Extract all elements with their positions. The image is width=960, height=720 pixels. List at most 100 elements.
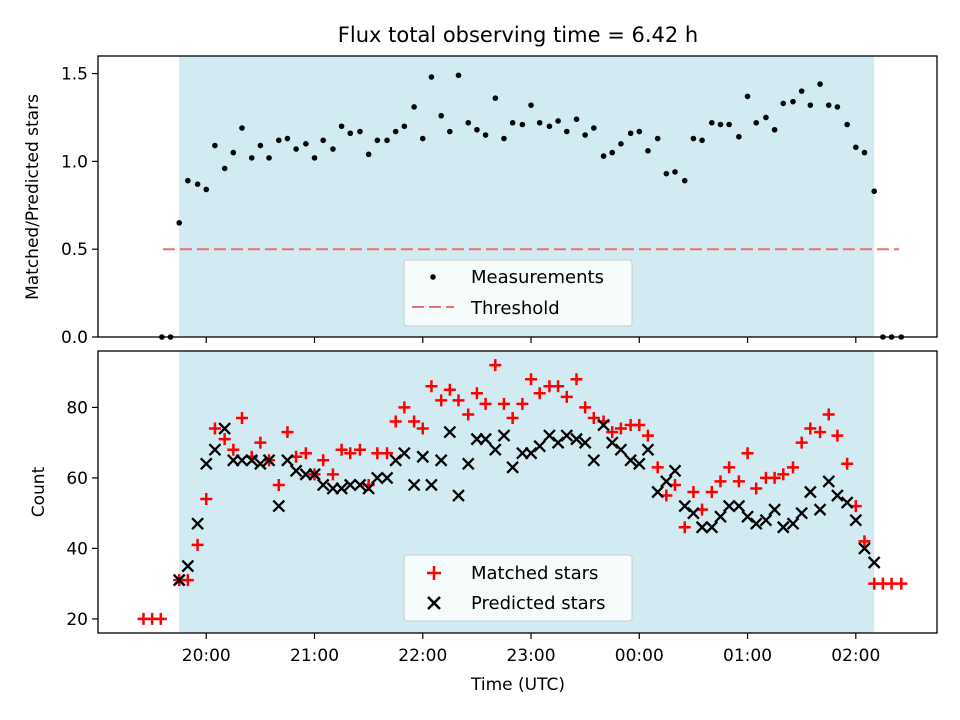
x-tick-label: 21:00	[290, 646, 339, 666]
y-axis-ticks: 0.0 0.5 1.0 1.5	[61, 65, 98, 348]
matched-star-point	[841, 457, 854, 470]
predicted-star-point	[506, 461, 519, 474]
matched-star-point	[479, 397, 492, 410]
measurement-point	[311, 155, 318, 161]
measurement-point	[798, 88, 805, 94]
measurement-point	[861, 149, 868, 156]
predicted-star-point	[398, 446, 411, 460]
measurement-point	[465, 119, 472, 126]
matched-star-point	[254, 436, 267, 449]
measurement-point	[365, 151, 372, 158]
predicted-star-point	[831, 489, 844, 502]
y-tick-label: 20	[66, 610, 88, 630]
measurement-point	[303, 141, 309, 147]
legend-bottom: Matched stars Predicted stars	[403, 554, 633, 622]
matched-star-point	[768, 471, 781, 484]
matched-star-point	[326, 468, 339, 481]
matched-star-point	[408, 415, 421, 428]
y-axis-label-count: Count	[29, 466, 49, 517]
predicted-star-point	[479, 432, 492, 446]
y-tick-label: 40	[66, 539, 88, 559]
x-tick-label: 22:00	[398, 646, 447, 666]
matched-star-point	[398, 401, 411, 414]
predicted-star-point	[172, 573, 186, 587]
predicted-star-point	[732, 499, 746, 513]
measurement-point	[690, 135, 697, 142]
predicted-star-point	[786, 517, 800, 531]
legend-marker-matched	[427, 566, 441, 580]
legend-label-matched: Matched stars	[471, 563, 598, 584]
measurement-point	[582, 132, 588, 138]
matched-star-point	[777, 468, 790, 481]
measurement-point	[563, 128, 570, 135]
measurement-point	[591, 125, 597, 131]
matched-star-point	[281, 426, 294, 439]
predicted-star-point	[353, 478, 367, 492]
predicted-star-point	[191, 517, 204, 531]
measurement-point	[482, 132, 489, 138]
predicted-star-point	[587, 453, 601, 467]
matched-star-point	[606, 426, 619, 439]
matched-star-point	[200, 493, 213, 506]
measurement-point	[609, 149, 616, 156]
measurement-point	[834, 104, 841, 110]
predicted-star-point	[461, 457, 475, 471]
measurement-point	[681, 177, 688, 184]
legend-marker-measurements	[430, 274, 436, 280]
measurement-point	[428, 74, 435, 80]
y-tick-label: 80	[66, 398, 88, 418]
predicted-star-point	[235, 453, 249, 467]
predicted-star-point	[849, 513, 863, 527]
x-axis-ticks: 20:00 21:00 22:00 23:00 00:00 01:00 02:00	[182, 633, 880, 666]
predicted-star-point	[597, 418, 610, 432]
matched-star-point	[678, 521, 691, 534]
predicted-star-point	[722, 499, 736, 513]
matched-star-point	[506, 411, 519, 424]
matched-star-point	[651, 461, 664, 474]
predicted-star-point	[570, 432, 583, 446]
legend-label-threshold: Threshold	[470, 298, 560, 319]
matched-star-point	[497, 397, 510, 410]
measurement-point	[320, 137, 326, 144]
measurement-point	[509, 119, 516, 126]
predicted-star-point	[614, 443, 628, 457]
predicted-star-point	[641, 443, 655, 457]
x-axis-ticks	[205, 337, 857, 343]
matched-star-point	[641, 429, 654, 442]
measurement-point	[871, 188, 878, 195]
matched-star-point	[218, 433, 231, 446]
measurement-point	[330, 146, 336, 152]
measurement-point	[455, 72, 462, 79]
measurement-point	[257, 142, 264, 149]
predicted-star-point	[380, 471, 394, 485]
measurement-point	[194, 181, 201, 188]
predicted-star-point	[813, 503, 827, 516]
measurement-point	[438, 112, 444, 119]
x-axis-label-time: Time (UTC)	[470, 675, 565, 695]
measurement-point	[357, 128, 363, 135]
matched-star-point	[831, 429, 844, 442]
measurement-point	[763, 114, 769, 121]
legend-top: Measurements Threshold	[403, 259, 633, 327]
matched-star-point	[235, 411, 248, 424]
legend-label-measurements: Measurements	[471, 267, 604, 288]
matched-star-point	[525, 373, 538, 386]
measurement-point	[709, 119, 715, 126]
measurement-point	[663, 170, 670, 177]
measurement-point	[447, 128, 453, 135]
x-tick-label: 20:00	[182, 646, 231, 666]
measurement-point	[555, 118, 561, 124]
measurement-points	[159, 72, 905, 340]
matched-star-point	[191, 538, 204, 551]
measurement-point	[672, 169, 678, 175]
measurement-point	[230, 149, 237, 156]
matched-star-point	[462, 408, 475, 421]
bottom-panel: Count Time (UTC) 20 40 60 80 20:00 21:00 22:0…	[29, 350, 938, 695]
predicted-star-point	[262, 453, 276, 467]
matched-star-point	[272, 478, 285, 491]
predicted-star-point	[208, 443, 222, 457]
measurement-point	[817, 81, 823, 87]
top-panel: Flux total observing time = 6.42 h Match…	[23, 23, 938, 348]
matched-star-point	[741, 447, 754, 460]
plot-frame	[97, 55, 938, 338]
